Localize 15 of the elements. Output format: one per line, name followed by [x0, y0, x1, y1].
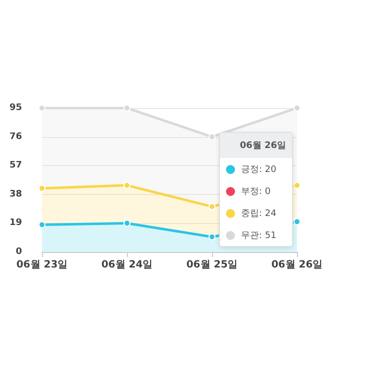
annotation: 부정: 0	[241, 186, 271, 198]
y-tick-label: 76	[9, 132, 22, 142]
y-tick-label: 57	[9, 160, 22, 171]
x-tick-label: 06월 25일	[186, 260, 238, 270]
y-tick-label: 0	[16, 247, 22, 257]
annotation: 06월 26일	[220, 133, 292, 158]
x-tick-label: 06월 24일	[101, 260, 153, 270]
annotation: 무관: 51	[241, 230, 276, 242]
y-tick-label: 95	[9, 103, 22, 113]
y-tick-label: 19	[9, 218, 22, 228]
y-tick-label: 38	[9, 189, 22, 200]
annotation: 긍정: 20	[241, 164, 276, 176]
x-tick-label: 06월 23일	[16, 260, 68, 270]
x-tick-label: 06월 26일	[271, 260, 323, 270]
annotation: 중립: 24	[241, 208, 276, 220]
